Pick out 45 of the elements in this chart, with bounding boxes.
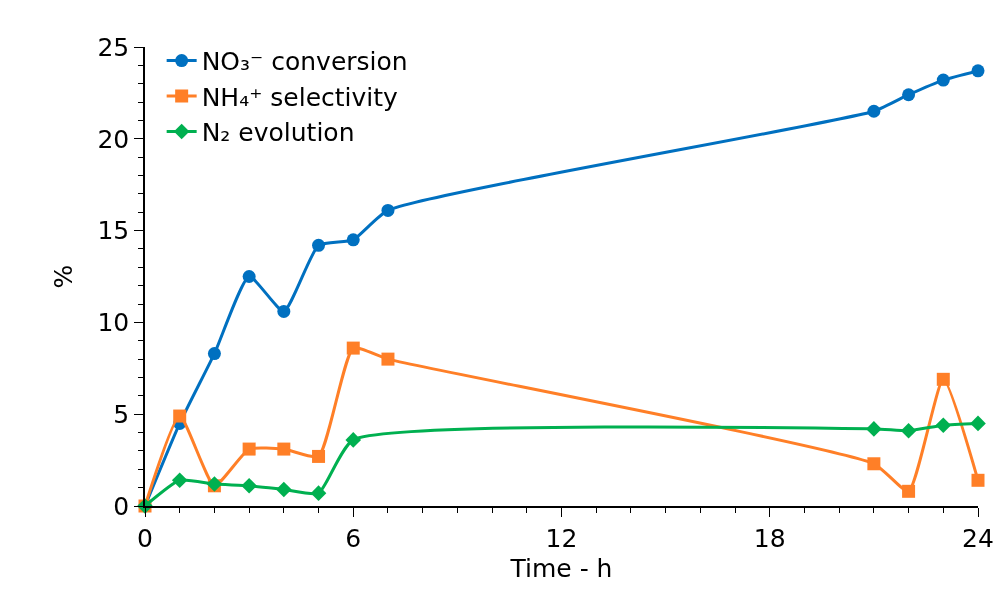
point [867,457,881,471]
x-tick-label: 0 [137,523,153,553]
point [312,238,326,252]
x-tick-label: 6 [345,523,362,553]
point [346,341,360,355]
y-tick-label: 0 [113,491,130,521]
y-tick-label: 25 [97,32,130,62]
point [902,88,916,102]
point [345,432,362,448]
point [867,104,881,118]
point [970,415,986,432]
legend-label: NH₄⁺ selectivity [201,82,399,112]
point [936,73,950,87]
x-tick-label: 24 [962,523,994,553]
point [936,372,950,386]
point [971,64,985,78]
y-axis-title: % [48,264,78,289]
x-tick-label: 12 [545,523,578,553]
point [310,485,327,501]
point [173,409,187,423]
point [346,233,360,247]
x-axis-title: Time - h [509,554,613,584]
legend-label: N₂ evolution [201,118,355,148]
point [277,304,291,318]
point [242,442,256,456]
point [171,472,188,489]
point [242,270,256,283]
point [276,481,292,498]
y-tick-label: 15 [97,216,130,246]
y-tick-label: 5 [113,399,130,429]
point [381,203,395,217]
point [866,421,882,437]
point [900,422,917,439]
point [207,347,221,361]
point [935,417,952,434]
point [902,484,916,498]
point [277,442,291,456]
y-tick-label: 20 [97,124,130,154]
point [971,473,985,487]
point [381,352,395,366]
legend-label: NO₃⁻ conversion [201,47,408,77]
y-tick-label: 10 [97,308,130,338]
point [312,449,326,463]
point [241,478,257,494]
x-tick-label: 18 [753,523,786,553]
